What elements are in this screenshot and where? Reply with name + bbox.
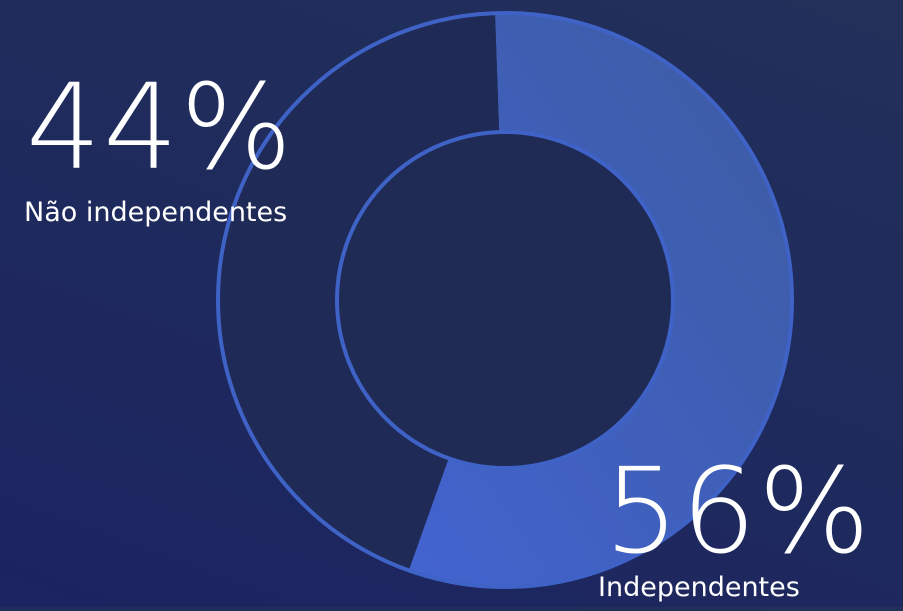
slice-independentes	[408, 12, 793, 588]
slice-nao-independentes	[218, 13, 500, 571]
percentage-nao-independentes: 44%	[26, 58, 295, 196]
label-independentes: Independentes	[598, 572, 800, 603]
label-nao-independentes: Não independentes	[24, 197, 288, 228]
donut-outer-ring	[216, 11, 794, 589]
donut-inner-hole	[335, 130, 675, 470]
percentage-independentes: 56%	[604, 442, 873, 580]
